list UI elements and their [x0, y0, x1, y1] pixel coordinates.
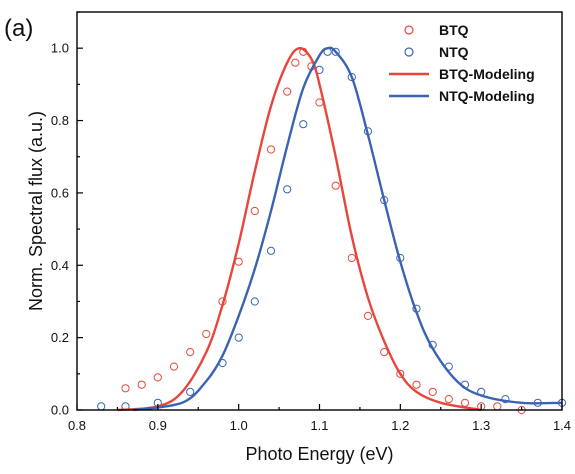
series-line-ntq-modeling — [133, 46, 563, 412]
data-point — [428, 387, 437, 396]
series-line-btq-modeling — [117, 46, 482, 412]
data-point — [283, 185, 292, 194]
data-point — [283, 87, 292, 96]
legend-label-btq-modeling: BTQ-Modeling — [439, 66, 535, 82]
y-tick-label: 0.6 — [51, 185, 69, 200]
data-point — [121, 384, 130, 393]
x-tick-label: 0.9 — [149, 418, 167, 433]
data-point — [444, 395, 453, 404]
panel-label: (a) — [4, 15, 33, 42]
data-point — [234, 257, 243, 266]
data-point — [97, 402, 106, 411]
data-point — [493, 402, 502, 411]
legend-marker-btq — [404, 25, 414, 35]
y-tick-label: 0.4 — [51, 258, 69, 273]
data-point — [331, 47, 340, 56]
data-point — [186, 387, 195, 396]
x-tick-label: 1.2 — [391, 418, 409, 433]
legend-marker-ntq — [404, 47, 414, 57]
x-tick-label: 1.1 — [310, 418, 328, 433]
data-point — [202, 329, 211, 339]
axes: 0.8 0.9 1.0 1.1 1.2 1.3 1.4 0.0 0.2 0.4 0.6 0.8 1.0 — [51, 11, 571, 433]
data-point — [250, 297, 259, 306]
legend-label-btq: BTQ — [439, 22, 469, 38]
data-point — [291, 58, 300, 67]
data-point — [266, 145, 276, 154]
data-point — [186, 348, 195, 357]
plot-area — [97, 46, 567, 415]
data-point — [266, 246, 276, 255]
legend-label-ntq-modeling: NTQ-Modeling — [439, 88, 535, 104]
data-point — [347, 253, 356, 263]
data-point — [331, 181, 340, 190]
data-point — [153, 373, 162, 382]
y-tick-label: 1.0 — [51, 41, 69, 56]
x-tick-label: 1.4 — [553, 418, 571, 433]
data-point — [363, 311, 373, 320]
legend-label-ntq: NTQ — [439, 44, 469, 60]
legend: BTQ NTQ BTQ-Modeling NTQ-Modeling — [389, 22, 535, 104]
data-point — [234, 333, 243, 342]
data-point — [347, 73, 356, 82]
y-tick-label: 0.8 — [51, 113, 69, 128]
y-tick-label: 0.0 — [51, 403, 69, 418]
data-point — [460, 398, 470, 407]
data-point — [299, 120, 308, 129]
data-point — [250, 206, 259, 216]
x-tick-label: 1.3 — [472, 418, 490, 433]
x-tick-label: 0.8 — [68, 418, 86, 433]
y-tick-label: 0.2 — [51, 330, 69, 345]
data-point — [412, 380, 421, 389]
data-point — [137, 380, 146, 389]
data-point — [169, 362, 179, 371]
y-axis-title: Norm. Spectral flux (a.u.) — [26, 111, 46, 311]
x-tick-label: 1.0 — [230, 418, 248, 433]
data-point — [396, 369, 405, 378]
x-axis-title: Photo Energy (eV) — [245, 444, 393, 464]
data-point — [501, 395, 510, 404]
